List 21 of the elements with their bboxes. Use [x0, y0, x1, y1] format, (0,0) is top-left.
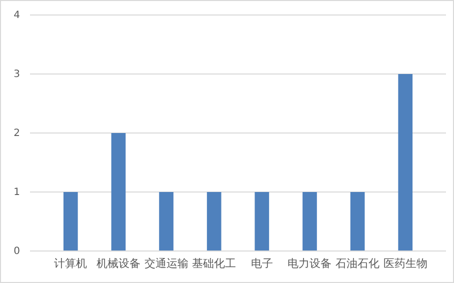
y-tick-label: 0	[14, 246, 20, 258]
bar	[350, 192, 365, 251]
y-tick-label: 2	[14, 128, 20, 140]
x-tick-label: 机械设备	[96, 256, 140, 270]
bar	[206, 192, 222, 251]
x-tick-label: 电力设备	[288, 256, 332, 270]
x-tick-label: 交通运输	[144, 256, 188, 270]
bar	[111, 133, 126, 251]
bar	[302, 192, 317, 251]
bar	[63, 192, 78, 251]
x-tick-label: 医药生物	[383, 256, 428, 270]
y-tick-label: 1	[14, 187, 20, 198]
x-tick-label: 石油石化	[336, 256, 380, 270]
y-tick-label: 4	[14, 10, 20, 22]
x-tick-label: 电子	[250, 256, 273, 270]
bar	[254, 192, 270, 251]
x-tick-label: 基础化工	[192, 256, 236, 270]
bar	[159, 192, 174, 251]
x-tick-label: 计算机	[54, 256, 88, 270]
y-tick-label: 3	[14, 69, 20, 80]
bar	[398, 74, 413, 251]
